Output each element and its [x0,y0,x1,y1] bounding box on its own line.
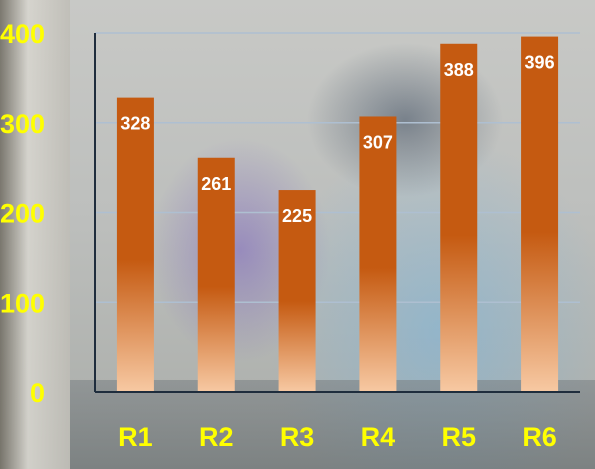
bar-r4 [359,116,397,392]
bars [116,36,559,393]
bar-r2 [197,157,235,392]
data-label: 396 [525,53,555,73]
work-surface [70,380,595,469]
x-tick-label: R2 [199,422,234,452]
axes [94,33,580,393]
y-tick-label: 400 [0,19,45,49]
data-label: 388 [444,60,474,80]
bar-r3 [278,190,316,392]
bar-r6 [521,36,559,393]
x-tick-label: R1 [118,422,153,452]
y-tick-label: 100 [0,288,45,318]
data-label: 307 [363,132,393,152]
x-tick-labels: R1 R2 R3 R4 R5 R6 [118,422,557,452]
y-tick-label: 200 [0,199,45,229]
data-label: 225 [282,206,312,226]
x-tick-label: R4 [361,422,396,452]
y-tick-labels: 0 100 200 300 400 [0,19,45,408]
data-label: 261 [201,174,231,194]
y-tick-label: 0 [30,378,45,408]
x-tick-label: R5 [441,422,476,452]
y-tick-label: 300 [0,109,45,139]
data-label: 328 [120,114,150,134]
data-labels: 328 261 225 307 388 396 [120,53,554,226]
gridlines [95,32,580,303]
x-tick-label: R6 [522,422,557,452]
bar-r1 [116,97,154,393]
x-tick-label: R3 [280,422,315,452]
fume-hood-post [0,0,70,469]
bar-r5 [440,43,478,393]
